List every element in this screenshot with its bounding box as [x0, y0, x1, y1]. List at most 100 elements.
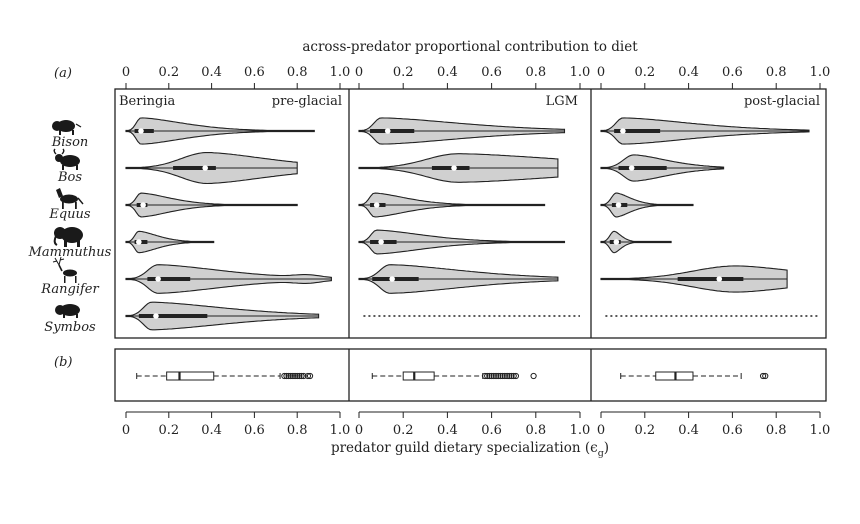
- violin-median-mammuthus-1: [378, 239, 384, 245]
- bottom-tick-label: 0.2: [634, 423, 655, 438]
- panel-b-frame: [114, 348, 827, 402]
- box-outlier-0-10: [304, 372, 311, 380]
- top-tick-label: 0.8: [525, 65, 546, 80]
- violin-panels: [125, 117, 820, 331]
- taxon-label-bison: Bison: [51, 135, 89, 150]
- boxplot-panels: [136, 371, 769, 381]
- box-outlier-0-7: [296, 372, 303, 380]
- box-outlier-0-11: [306, 372, 314, 380]
- bottom-tick-label: 0.6: [244, 423, 265, 438]
- violin-iqr-bos-0: [173, 166, 216, 170]
- violin-median-bison-2: [620, 128, 626, 134]
- taxon-label-rangifer: Rangifer: [40, 282, 99, 297]
- violin-iqr-rangifer-1: [372, 277, 419, 281]
- box-outlier-0-2: [285, 372, 292, 380]
- top-tick-label: 0.4: [437, 65, 458, 80]
- box-outlier-1-14: [512, 372, 520, 380]
- box-outlier-1-5: [492, 372, 500, 380]
- violin-median-equus-0: [140, 202, 146, 208]
- bottom-tick-label: 0.8: [287, 423, 308, 438]
- bottom-tick-label: 0.4: [437, 423, 458, 438]
- bottom-axis: 0 0.2 0.4 0.6 0.8 1.0 0 0.2 0.4 0.6 0.8 1.0 0 0.2 0.4 0…: [122, 411, 830, 438]
- box-outlier-1-11: [506, 372, 513, 380]
- violin-iqr-bos-2: [618, 166, 667, 170]
- box-outlier-1-0: [481, 372, 489, 380]
- top-axis: 0 0.2 0.4 0.6 0.8 1.0 0 0.2 0.4 0.6 0.8 1.0 0 0.2 0.4 0…: [122, 65, 830, 90]
- period-title-lgm: LGM: [546, 94, 578, 109]
- reindeer-silhouette-icon: [52, 256, 77, 283]
- period-title-post-glacial: post-glacial: [744, 94, 820, 109]
- top-tick-label: 0: [355, 65, 363, 80]
- bottom-tick-label: 0: [355, 423, 363, 438]
- bottom-axis-label: predator guild dietary specialization (ϵ…: [331, 440, 609, 459]
- box-outlier-1-6: [495, 372, 502, 380]
- muskox-silhouette-icon: [55, 304, 80, 318]
- taxon-label-symbos: Symbos: [44, 320, 96, 335]
- top-tick-label: 0.8: [766, 65, 787, 80]
- violin-iqr-bison-0: [134, 129, 154, 133]
- violin-median-mammuthus-0: [136, 239, 142, 245]
- top-tick-label: 0: [597, 65, 605, 80]
- violin-median-equus-2: [615, 202, 622, 208]
- bottom-tick-label: 0.8: [525, 423, 546, 438]
- panel-b-label: (b): [54, 355, 72, 370]
- bottom-tick-label: 0: [597, 423, 605, 438]
- bottom-tick-label: 0.4: [678, 423, 699, 438]
- taxon-label-equus: Equus: [48, 207, 91, 222]
- top-axis-label: across-predator proportional contributio…: [302, 39, 638, 55]
- bottom-tick-label: 0.4: [201, 423, 222, 438]
- violin-iqr-bison-1: [370, 129, 415, 133]
- violin-median-rangifer-1: [389, 276, 395, 282]
- bottom-tick-label: 0.6: [481, 423, 502, 438]
- taxon-label-mammuthus: Mammuthus: [28, 245, 112, 260]
- box-outlier-1-8: [499, 372, 506, 380]
- violin-iqr-bos-1: [431, 166, 470, 170]
- bottom-tick-label: 0.2: [158, 423, 179, 438]
- violin-median-symbos-0: [153, 313, 159, 319]
- box-outlier-1-1: [484, 372, 491, 380]
- bottom-tick-label: 1.0: [330, 423, 351, 438]
- panel-a-frame: [114, 88, 827, 339]
- top-tick-label: 0.6: [481, 65, 502, 80]
- bottom-tick-label: 0.2: [393, 423, 414, 438]
- box-iqr-1: [402, 371, 435, 381]
- top-tick-label: 0.2: [393, 65, 414, 80]
- top-tick-label: 1.0: [570, 65, 591, 80]
- top-tick-label: 0.4: [678, 65, 699, 80]
- period-title-pre-glacial: pre-glacial: [272, 94, 342, 109]
- violin-median-bos-2: [628, 165, 635, 171]
- top-tick-label: 0.6: [244, 65, 265, 80]
- box-outlier-0-5: [291, 372, 299, 380]
- box-outlier-0-0: [281, 372, 288, 380]
- horse-silhouette-icon: [56, 188, 84, 209]
- box-outlier-1-9: [501, 372, 508, 380]
- violin-iqr-symbos-0: [138, 314, 208, 318]
- violin-median-mammuthus-2: [613, 239, 620, 245]
- box-outlier-0-9: [300, 372, 307, 380]
- bottom-tick-label: 1.0: [570, 423, 591, 438]
- box-outlier-1-10: [503, 372, 511, 380]
- violin-median-equus-1: [373, 202, 380, 208]
- violin-median-bison-1: [384, 128, 391, 134]
- taxon-label-bos: Bos: [57, 170, 82, 185]
- taxon-labels: Bison Bos Equus Mammuthus Rangifer Symbo…: [28, 135, 112, 335]
- region-label: Beringia: [119, 94, 175, 109]
- box-outlier-0-1: [283, 372, 290, 380]
- box-outlier-2-0: [759, 372, 767, 380]
- box-outlier-1-15: [530, 372, 537, 380]
- top-tick-label: 1.0: [330, 65, 351, 80]
- violin-iqr-rangifer-2: [677, 277, 744, 281]
- top-tick-label: 0.4: [201, 65, 222, 80]
- top-tick-label: 0.2: [634, 65, 655, 80]
- top-tick-label: 0: [122, 65, 130, 80]
- bison-silhouette-icon: [52, 120, 82, 135]
- panel-a-label: (a): [54, 66, 72, 81]
- box-outlier-1-12: [508, 372, 515, 380]
- box-outlier-0-6: [294, 372, 301, 380]
- box-outlier-2-1: [762, 372, 769, 380]
- top-tick-label: 0.8: [287, 65, 308, 80]
- box-iqr-0: [166, 371, 215, 381]
- violin-median-bos-0: [202, 165, 208, 171]
